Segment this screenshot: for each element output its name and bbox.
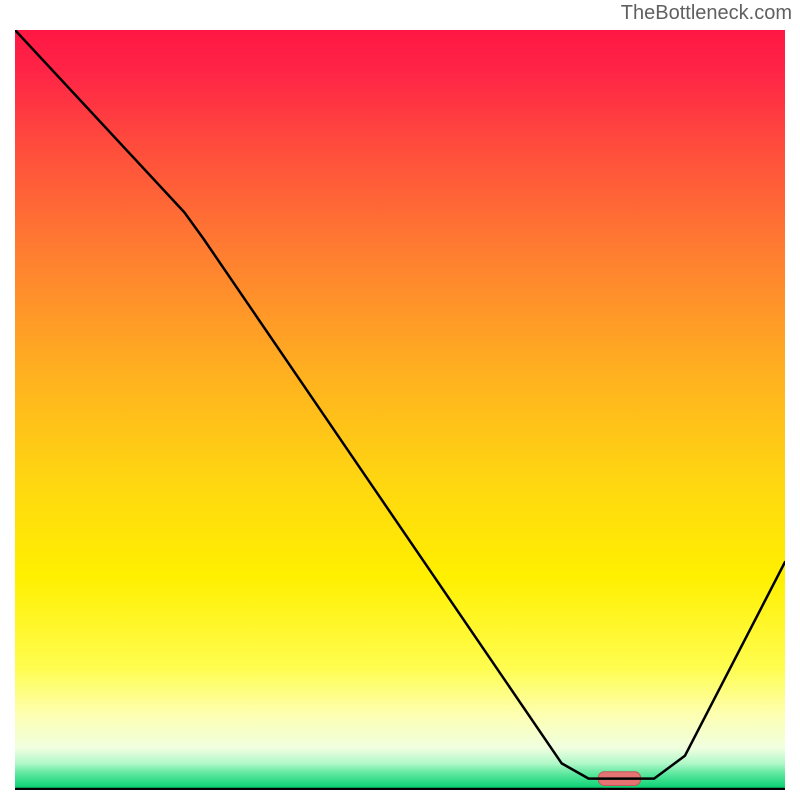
watermark-text: TheBottleneck.com	[621, 2, 792, 25]
bottleneck-chart	[15, 30, 785, 790]
chart-background	[15, 30, 785, 790]
chart-container	[15, 30, 785, 790]
